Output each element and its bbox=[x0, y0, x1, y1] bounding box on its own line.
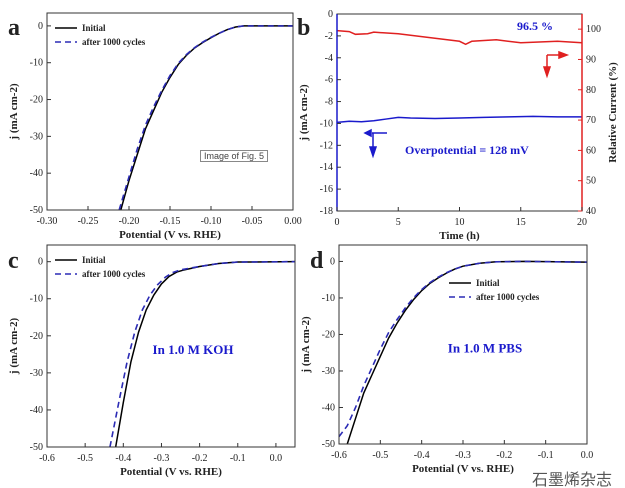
legend-label: after 1000 cycles bbox=[82, 269, 146, 279]
series-line-after-1000-cycles bbox=[109, 260, 296, 448]
x-axis-label: Potential (V vs. RHE) bbox=[119, 229, 221, 241]
x-tick-label: 20 bbox=[577, 217, 587, 228]
y-tick-label: -50 bbox=[322, 439, 335, 450]
panel-letter: b bbox=[297, 15, 310, 41]
y-tick-label: -50 bbox=[30, 205, 43, 216]
x-axis-label: Time (h) bbox=[439, 230, 480, 242]
x-tick-label: -0.5 bbox=[77, 453, 93, 464]
x-tick-label: 0 bbox=[335, 217, 340, 228]
y-tick-label: -30 bbox=[322, 366, 335, 377]
retention-annotation: 96.5 % bbox=[517, 19, 553, 33]
y-tick-label: -10 bbox=[322, 293, 335, 304]
x-tick-label: -0.2 bbox=[192, 453, 208, 464]
x-tick-label: 15 bbox=[516, 217, 526, 228]
x-tick-label: 0.0 bbox=[581, 450, 594, 461]
y2-tick-label: 70 bbox=[586, 115, 596, 126]
watermark: 石墨烯杂志 bbox=[532, 470, 613, 488]
left-axis-arrow-icon bbox=[363, 128, 387, 159]
y-tick-label: -10 bbox=[320, 118, 333, 129]
x-tick-label: -0.3 bbox=[455, 450, 471, 461]
y-tick-label: 0 bbox=[328, 9, 333, 20]
y-tick-label: -20 bbox=[30, 95, 43, 106]
x-tick-label: -0.05 bbox=[242, 216, 263, 227]
x-tick-label: -0.6 bbox=[39, 453, 55, 464]
y-tick-label: 0 bbox=[38, 21, 43, 32]
x-tick-label: 0.00 bbox=[284, 216, 302, 227]
x-tick-label: 5 bbox=[396, 217, 401, 228]
x-axis-label: Potential (V vs. RHE) bbox=[412, 463, 514, 475]
panel-letter: c bbox=[8, 248, 19, 274]
y-tick-label: -40 bbox=[30, 405, 43, 416]
x-tick-label: -0.6 bbox=[331, 450, 347, 461]
series-line-after-1000-cycles bbox=[338, 260, 588, 438]
x-tick-label: -0.2 bbox=[496, 450, 512, 461]
x-tick-label: -0.30 bbox=[37, 216, 58, 227]
image-tooltip: Image of Fig. 5 bbox=[200, 150, 269, 162]
x-tick-label: -0.15 bbox=[160, 216, 181, 227]
legend-label: Initial bbox=[82, 23, 106, 33]
x-tick-label: -0.4 bbox=[115, 453, 131, 464]
y-tick-label: -4 bbox=[325, 53, 333, 64]
y2-tick-label: 50 bbox=[586, 176, 596, 187]
y-tick-label: -40 bbox=[30, 168, 43, 179]
series-line-initial bbox=[120, 25, 293, 211]
y-tick-label: -6 bbox=[325, 75, 333, 86]
y-tick-label: -30 bbox=[30, 368, 43, 379]
legend-label: after 1000 cycles bbox=[82, 37, 146, 47]
series-line-left bbox=[336, 115, 582, 124]
y-tick-label: -20 bbox=[322, 329, 335, 340]
series-line-right bbox=[336, 29, 583, 46]
y2-tick-label: 40 bbox=[586, 206, 596, 217]
axes-frame bbox=[46, 244, 296, 448]
y-axis-label: j (mA cm-2) bbox=[300, 316, 312, 374]
legend-label: Initial bbox=[476, 278, 500, 288]
x-tick-label: -0.4 bbox=[414, 450, 430, 461]
y-tick-label: -8 bbox=[325, 97, 333, 108]
x-tick-label: -0.20 bbox=[119, 216, 140, 227]
legend-label: Initial bbox=[82, 255, 106, 265]
x-tick-label: 0.0 bbox=[270, 453, 283, 464]
x-tick-label: -0.1 bbox=[230, 453, 246, 464]
y2-tick-label: 60 bbox=[586, 145, 596, 156]
legend-label: after 1000 cycles bbox=[476, 292, 540, 302]
x-axis-label: Potential (V vs. RHE) bbox=[120, 466, 222, 478]
y2-axis-label: Relative Current (%) bbox=[607, 62, 619, 163]
y-tick-label: -18 bbox=[320, 206, 333, 217]
y2-tick-label: 80 bbox=[586, 85, 596, 96]
y-axis-label: j (mA cm-2) bbox=[298, 84, 310, 142]
y-tick-label: -40 bbox=[322, 402, 335, 413]
y-tick-label: -12 bbox=[320, 140, 333, 151]
x-tick-label: -0.1 bbox=[538, 450, 554, 461]
y2-tick-label: 100 bbox=[586, 24, 601, 35]
y-tick-label: -10 bbox=[30, 294, 43, 305]
series-line-after-1000-cycles bbox=[118, 25, 293, 211]
y-tick-label: -30 bbox=[30, 131, 43, 142]
x-tick-label: -0.25 bbox=[78, 216, 99, 227]
y-tick-label: -20 bbox=[30, 331, 43, 342]
panel-letter: d bbox=[310, 248, 324, 274]
condition-annotation: In 1.0 M KOH bbox=[153, 342, 234, 357]
panel-letter: a bbox=[8, 15, 20, 41]
x-tick-label: 10 bbox=[455, 217, 465, 228]
x-tick-label: -0.10 bbox=[201, 216, 222, 227]
right-axis-arrow-icon bbox=[542, 50, 570, 79]
condition-annotation: In 1.0 M PBS bbox=[448, 341, 522, 356]
axes-frame bbox=[336, 13, 583, 212]
y-tick-label: -50 bbox=[30, 442, 43, 453]
y-axis-label: j (mA cm-2) bbox=[8, 83, 20, 141]
y2-tick-label: 90 bbox=[586, 54, 596, 65]
y-tick-label: -10 bbox=[30, 58, 43, 69]
y-tick-label: 0 bbox=[38, 257, 43, 268]
y-tick-label: -16 bbox=[320, 184, 333, 195]
y-tick-label: 0 bbox=[330, 256, 335, 267]
y-axis-label: j (mA cm-2) bbox=[8, 318, 20, 376]
y-tick-label: -2 bbox=[325, 31, 333, 42]
y-tick-label: -14 bbox=[320, 162, 333, 173]
overpotential-annotation: Overpotential = 128 mV bbox=[405, 143, 529, 157]
x-tick-label: -0.3 bbox=[154, 453, 170, 464]
x-tick-label: -0.5 bbox=[372, 450, 388, 461]
